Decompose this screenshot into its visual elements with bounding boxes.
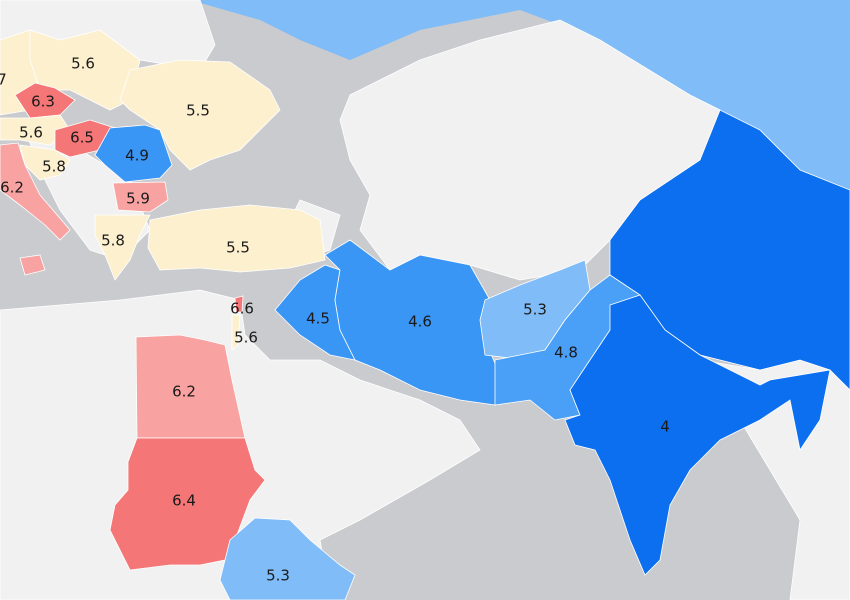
value-label-romania: 4.9 [125,147,149,165]
value-label-czechia: 6.3 [31,93,55,111]
value-label-turkey: 5.5 [226,239,250,257]
region-turkey[interactable] [147,204,326,273]
value-label-india: 4 [660,418,670,436]
value-label-greece: 5.8 [101,232,125,250]
value-label-poland: 5.6 [71,55,95,73]
value-label-lebanon: 6.6 [230,300,254,318]
value-label-israel: 5.6 [234,329,258,347]
region-greece[interactable] [94,214,151,281]
value-label-afghanistan: 5.3 [523,301,547,319]
region-india[interactable] [564,294,831,576]
value-label-hungary: 6.5 [70,129,94,147]
value-label-croatia: 5.8 [42,158,66,176]
region-ukraine[interactable] [119,59,281,171]
region-ethiopia[interactable] [219,517,356,600]
region-lebanon[interactable] [234,295,244,313]
region-israel[interactable] [231,314,241,351]
value-label-iraq: 4.5 [306,310,330,328]
value-label-cut-left: 7 [0,71,7,89]
region-sudan[interactable] [109,437,266,571]
value-label-iran: 4.6 [408,313,432,331]
value-label-ethiopia: 5.3 [266,567,290,585]
region-italy[interactable] [0,142,71,276]
value-label-ukraine: 5.5 [186,102,210,120]
value-label-egypt: 6.2 [172,383,196,401]
value-label-austria: 5.6 [19,124,43,142]
value-label-sudan: 6.4 [172,492,196,510]
value-label-pakistan: 4.8 [554,344,578,362]
value-label-bulgaria: 5.9 [126,190,150,208]
region-russia[interactable] [190,0,850,190]
value-label-italy: 6.2 [0,179,24,197]
region-bulgaria[interactable] [112,181,169,213]
region-romania[interactable] [94,124,173,183]
